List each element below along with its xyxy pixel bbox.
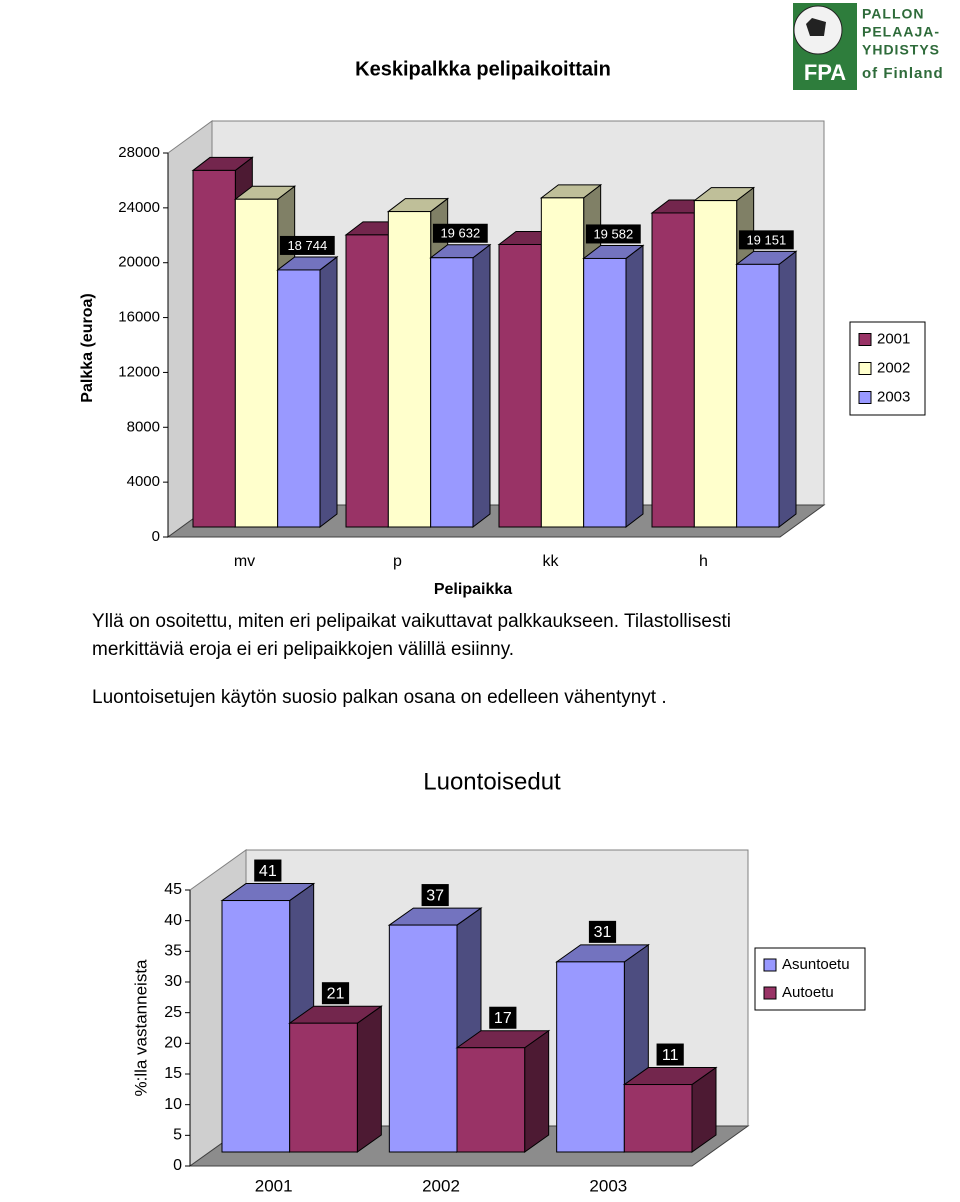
y-tick-label: 5	[173, 1127, 182, 1144]
y-tick-label: 10	[164, 1096, 182, 1113]
legend-label: 2003	[877, 388, 910, 405]
value-label-box	[738, 230, 794, 250]
value-label: 17	[494, 1010, 512, 1027]
bar-side	[625, 244, 644, 529]
y-tick-label: 15	[164, 1065, 182, 1082]
bar	[388, 924, 458, 1153]
bar	[289, 1022, 358, 1153]
logo-line: YHDISTYS	[862, 42, 940, 58]
bar	[623, 1084, 693, 1153]
bar	[556, 961, 625, 1153]
legend-label: 2001	[877, 330, 910, 347]
y-tick-label: 28000	[118, 144, 160, 161]
value-label-box	[588, 920, 617, 943]
value-label: 37	[426, 887, 444, 904]
bar-side	[319, 255, 338, 529]
x-tick-label: mv	[234, 553, 255, 570]
bar	[651, 212, 695, 528]
x-tick-label: p	[393, 553, 402, 570]
y-tick-label: 20000	[118, 254, 160, 271]
bar	[583, 257, 627, 528]
paragraph-line: Yllä on osoitettu, miten eri pelipaikat …	[92, 611, 731, 632]
y-tick-label: 8000	[127, 418, 160, 435]
bar	[387, 211, 432, 528]
bar-side	[356, 1005, 382, 1153]
value-label-box	[432, 223, 488, 243]
bar	[456, 1047, 526, 1153]
bar-side	[524, 1029, 550, 1153]
logo-badge: FPA	[804, 60, 846, 85]
value-label-box	[279, 235, 335, 255]
chart-title: Keskipalkka pelipaikoittain	[355, 58, 611, 80]
bar	[277, 269, 321, 528]
logo-line: PELAAJA-	[862, 24, 940, 40]
x-tick-label: h	[699, 553, 708, 570]
x-tick-label: 2003	[589, 1176, 627, 1195]
y-tick-label: 30	[164, 973, 182, 990]
x-tick-label: kk	[543, 553, 560, 570]
value-label-box	[254, 859, 282, 882]
x-tick-label: 2002	[422, 1176, 460, 1195]
value-label: 19 632	[440, 226, 480, 241]
logo-ball-patch	[806, 18, 826, 36]
bar-side	[472, 243, 491, 529]
x-tick-label: 2001	[255, 1176, 293, 1195]
logo: FPA PALLON PELAAJA- YHDISTYS of Finland	[793, 3, 944, 90]
value-label-box	[656, 1043, 684, 1066]
y-tick-label: 35	[164, 943, 182, 960]
value-label-box	[421, 884, 449, 907]
value-label: 11	[662, 1047, 679, 1064]
legend-label: 2002	[877, 359, 910, 376]
value-label: 19 582	[593, 226, 633, 241]
value-label: 18 744	[287, 238, 327, 253]
y-tick-label: 40	[164, 912, 182, 929]
y-axis-label: %:lla vastanneista	[131, 959, 150, 1097]
legend-label: Asuntoetu	[782, 956, 850, 973]
legend-swatch	[858, 362, 872, 375]
bar	[345, 234, 389, 528]
y-tick-label: 20	[164, 1035, 182, 1052]
legend-swatch	[858, 391, 872, 404]
legend-label: Autoetu	[782, 984, 834, 1001]
bar	[192, 169, 236, 528]
bar	[540, 197, 585, 528]
legend-box	[754, 947, 866, 1011]
y-axis-label: Palkka (euroa)	[79, 293, 96, 402]
y-tick-label: 16000	[118, 309, 160, 326]
paragraph-line: merkittäviä eroja ei eri pelipaikkojen v…	[92, 639, 514, 660]
bar	[693, 200, 738, 528]
paragraph-line: Luontoisetujen käytön suosio palkan osan…	[92, 687, 667, 708]
legend-swatch	[763, 958, 777, 972]
legend-swatch	[763, 986, 777, 1000]
chart-title: Luontoisedut	[423, 768, 561, 795]
y-tick-label: 12000	[118, 363, 160, 380]
bar	[430, 257, 474, 528]
value-label: 21	[327, 985, 345, 1002]
y-tick-label: 24000	[118, 199, 160, 216]
y-tick-label: 4000	[127, 473, 160, 490]
legend-swatch	[858, 333, 872, 346]
bar	[221, 900, 291, 1153]
value-label: 19 151	[746, 232, 786, 247]
logo-line: of Finland	[862, 65, 944, 82]
value-label-box	[321, 982, 350, 1005]
bar	[234, 198, 279, 528]
value-label-box	[489, 1006, 517, 1029]
value-label-box	[585, 224, 641, 244]
y-tick-label: 0	[173, 1157, 182, 1174]
logo-line: PALLON	[862, 6, 925, 22]
y-tick-label: 25	[164, 1004, 182, 1021]
bar-side	[778, 250, 797, 529]
value-label: 41	[259, 863, 277, 880]
value-label: 31	[594, 924, 612, 941]
y-tick-label: 45	[164, 881, 182, 898]
bar	[498, 243, 542, 528]
bar	[736, 263, 780, 528]
x-axis-label: Pelipaikka	[434, 581, 512, 598]
y-tick-label: 0	[152, 528, 160, 545]
